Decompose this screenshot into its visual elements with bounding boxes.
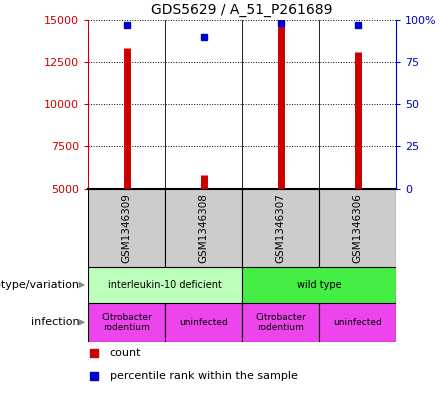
Text: percentile rank within the sample: percentile rank within the sample xyxy=(110,371,297,381)
Text: interleukin-10 deficient: interleukin-10 deficient xyxy=(108,280,222,290)
Bar xyxy=(165,189,242,267)
Text: Citrobacter
rodentium: Citrobacter rodentium xyxy=(255,312,306,332)
Bar xyxy=(88,303,165,342)
Text: GSM1346309: GSM1346309 xyxy=(121,193,132,263)
Text: infection: infection xyxy=(30,317,79,327)
Text: wild type: wild type xyxy=(297,280,341,290)
Bar xyxy=(88,267,242,303)
Bar xyxy=(242,267,396,303)
Text: GSM1346306: GSM1346306 xyxy=(352,193,363,263)
Text: GSM1346307: GSM1346307 xyxy=(275,193,286,263)
Bar xyxy=(165,303,242,342)
Bar xyxy=(319,303,396,342)
Bar xyxy=(242,189,319,267)
Bar xyxy=(242,303,319,342)
Text: genotype/variation: genotype/variation xyxy=(0,280,79,290)
Bar xyxy=(319,189,396,267)
Text: Citrobacter
rodentium: Citrobacter rodentium xyxy=(101,312,152,332)
Text: GSM1346308: GSM1346308 xyxy=(198,193,209,263)
Title: GDS5629 / A_51_P261689: GDS5629 / A_51_P261689 xyxy=(151,3,333,17)
Text: uninfected: uninfected xyxy=(179,318,228,327)
Bar xyxy=(88,189,165,267)
Text: uninfected: uninfected xyxy=(333,318,382,327)
Text: count: count xyxy=(110,348,141,358)
